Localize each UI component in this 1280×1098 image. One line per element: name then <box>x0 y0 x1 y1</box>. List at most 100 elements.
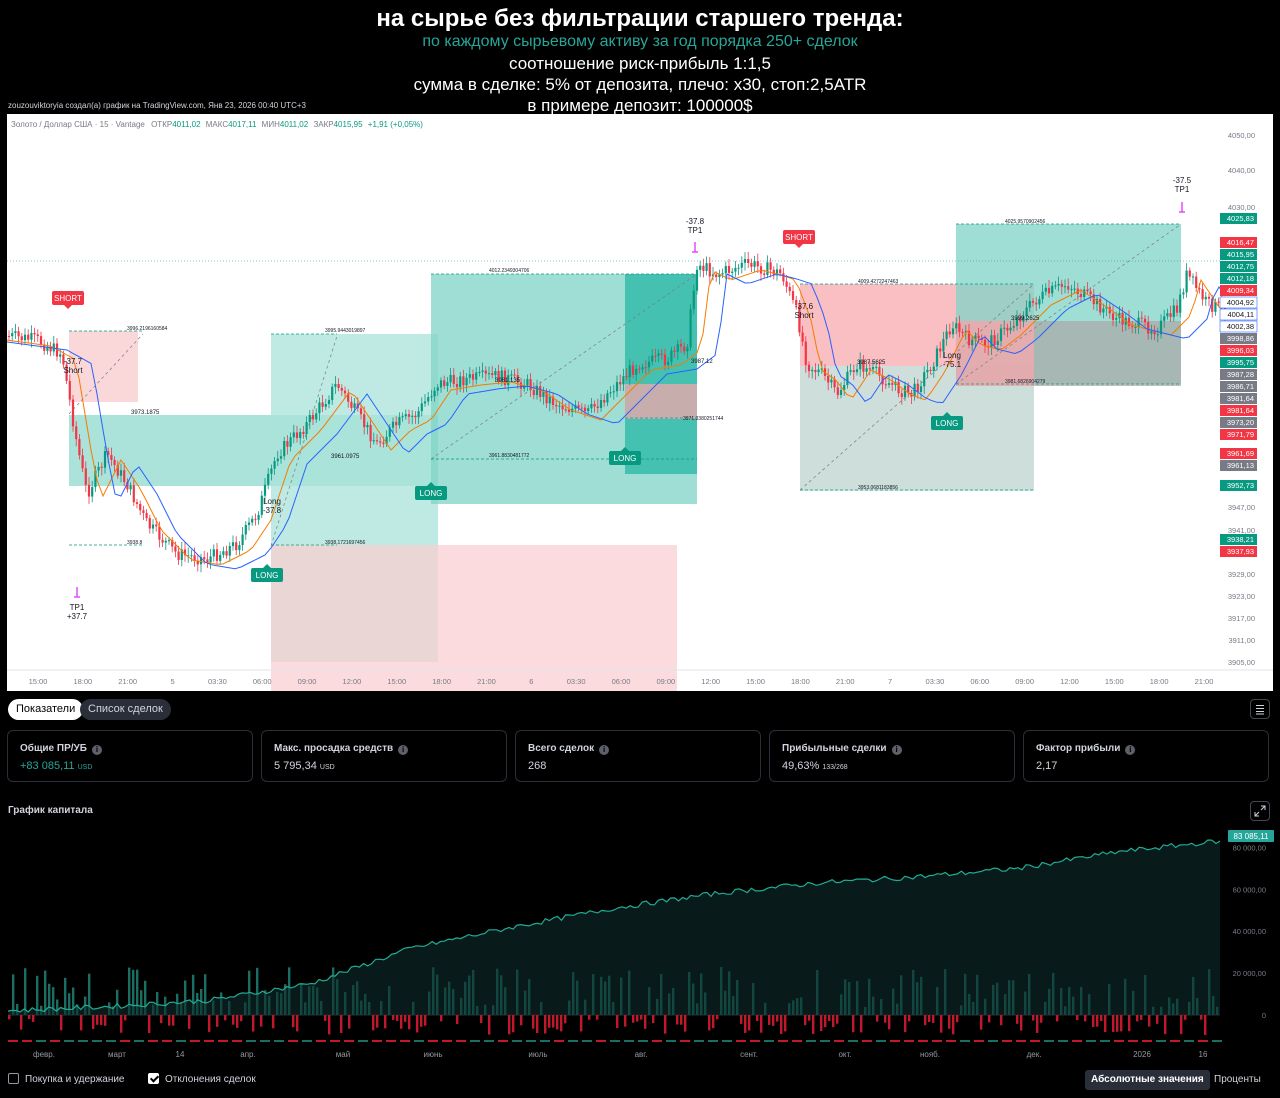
candle-body <box>395 421 398 426</box>
trade-band <box>694 1040 704 1042</box>
candle-body <box>417 411 420 418</box>
equity-y-label: 60 000,00 <box>1233 885 1266 894</box>
candle-body <box>439 380 443 388</box>
candle-body <box>734 267 737 272</box>
trade-zone <box>625 384 697 419</box>
candle-body <box>142 510 145 514</box>
time-axis-label: 18:00 <box>432 677 451 686</box>
trade-band <box>260 1040 270 1042</box>
candle-body <box>948 331 951 335</box>
loss-bar <box>1096 1015 1099 1027</box>
checkbox-checked-icon <box>148 1073 159 1084</box>
candle-body <box>1217 301 1220 303</box>
trade-band <box>1128 1040 1138 1042</box>
high-label: МАКС <box>205 120 229 129</box>
candle-body <box>1095 298 1099 305</box>
loss-bar <box>480 1015 483 1024</box>
candle-body <box>164 540 167 543</box>
candle-body <box>1131 325 1134 328</box>
trade-band <box>274 1040 284 1042</box>
excursions-checkbox[interactable]: Отклонения сделок <box>148 1073 256 1085</box>
signal-badge <box>783 230 815 244</box>
price-tag <box>1220 213 1257 224</box>
trade-band <box>680 1040 690 1042</box>
layout-toggle-button[interactable] <box>1250 699 1270 719</box>
trade-band <box>302 1040 312 1042</box>
candle-body <box>97 466 100 471</box>
candle-body <box>676 343 679 352</box>
card-max-drawdown-title: Макс. просадка средств <box>274 743 394 754</box>
trade-band <box>988 1040 998 1042</box>
candle-body <box>651 355 654 362</box>
info-icon[interactable]: i <box>398 745 409 755</box>
zone-label: 4025.9570902456 <box>1005 219 1046 225</box>
trade-band <box>848 1040 858 1042</box>
absolute-values-button[interactable]: Абсолютные значения <box>1085 1070 1210 1090</box>
candle-body <box>737 267 740 269</box>
candle-body <box>452 374 455 385</box>
candle-body <box>129 485 132 490</box>
candle-body <box>247 522 251 525</box>
loss-bar <box>808 1015 811 1021</box>
loss-bar <box>820 1015 823 1032</box>
trade-band <box>1030 1040 1040 1042</box>
loss-bar <box>1180 1015 1183 1035</box>
signal-arrow <box>621 447 629 451</box>
candle-body <box>1079 294 1083 298</box>
loss-bar <box>1000 1015 1003 1026</box>
candle-body <box>830 379 833 383</box>
candle-body <box>183 549 187 556</box>
candle-body <box>900 393 903 398</box>
candle-body <box>1089 291 1092 295</box>
price-tag <box>1219 308 1258 321</box>
info-icon[interactable]: i <box>91 745 102 755</box>
loss-bar <box>1148 1015 1151 1027</box>
buy-hold-checkbox[interactable]: Покупка и удержание <box>8 1073 125 1085</box>
candle-body <box>30 332 33 340</box>
candle-body <box>1182 292 1185 295</box>
price-chart[interactable]: 3973.1875 3961.0975 3981.135 3987.12 3987.56… <box>7 114 1273 691</box>
candle-body <box>843 384 846 391</box>
trade-label: TP1 <box>70 603 85 612</box>
loss-bar <box>80 1015 83 1031</box>
candle-body <box>635 368 638 375</box>
card-profit-factor: Фактор прибыли i 2,17 <box>1023 730 1269 782</box>
info-icon[interactable]: i <box>891 745 902 755</box>
info-icon[interactable]: i <box>599 745 610 755</box>
expand-button[interactable] <box>1250 801 1270 821</box>
loss-bar <box>832 1015 835 1028</box>
time-axis-label: 15:00 <box>746 677 765 686</box>
equity-chart[interactable]: 80 000,00 60 000,00 40 000,00 20 000,00 0 83 … <box>0 825 1280 1065</box>
loss-bar <box>680 1015 683 1025</box>
candle-body <box>779 269 782 274</box>
candle-body <box>1143 318 1147 323</box>
candle-body <box>695 269 699 291</box>
price-tag-label: 3981,64 <box>1227 406 1254 415</box>
loss-bar <box>716 1015 719 1020</box>
candle-body <box>116 464 119 476</box>
candle-body <box>814 369 817 373</box>
percent-button[interactable]: Проценты <box>1214 1074 1261 1085</box>
candle-body <box>795 299 798 306</box>
ema-slow-line <box>7 273 1226 570</box>
candle-body <box>369 424 372 442</box>
loss-bar <box>988 1015 991 1023</box>
tab-trades[interactable]: Список сделок <box>80 699 171 720</box>
candle-body <box>590 403 593 409</box>
tab-metrics[interactable]: Показатели <box>8 699 84 720</box>
equity-last-tag <box>1228 830 1274 842</box>
candle-body <box>811 369 814 372</box>
candle-body <box>670 350 673 362</box>
trade-band <box>1156 1040 1166 1042</box>
candle-body <box>769 262 772 270</box>
candle-body <box>1092 294 1095 305</box>
loss-bar <box>384 1015 387 1029</box>
zone-label: 4012.2349304706 <box>489 268 530 274</box>
zone-label: 3953.0681183856 <box>858 485 898 491</box>
candle-body <box>500 370 503 382</box>
candle-body <box>209 556 212 563</box>
candle-body <box>1025 307 1028 317</box>
candle-body <box>903 385 907 398</box>
info-icon[interactable]: i <box>1125 745 1136 755</box>
loss-bar <box>440 1015 443 1022</box>
